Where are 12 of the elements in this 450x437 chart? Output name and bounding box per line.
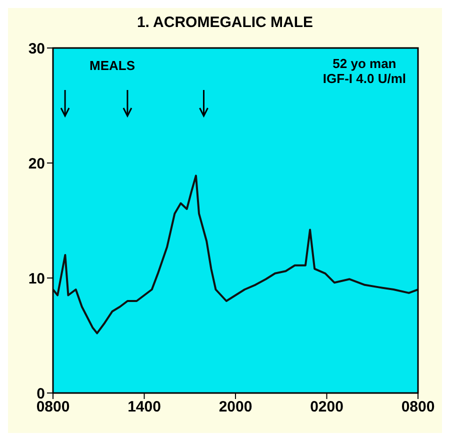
x-tick-label: 1400 xyxy=(128,398,161,416)
x-tick-label: 0800 xyxy=(401,398,435,416)
annotation: IGF-I 4.0 U/ml xyxy=(322,71,406,86)
annotation: MEALS xyxy=(90,58,135,73)
x-tick-label: 2000 xyxy=(218,398,252,416)
line-series xyxy=(53,174,418,334)
chart-title: 1. ACROMEGALIC MALE xyxy=(136,13,314,33)
x-tick-label: 0200 xyxy=(310,398,344,416)
annotation: 52 yo man xyxy=(332,56,398,71)
y-tick-label: 20 xyxy=(28,155,45,172)
y-tick-label: 30 xyxy=(28,40,45,58)
y-tick-label: 10 xyxy=(28,270,45,288)
